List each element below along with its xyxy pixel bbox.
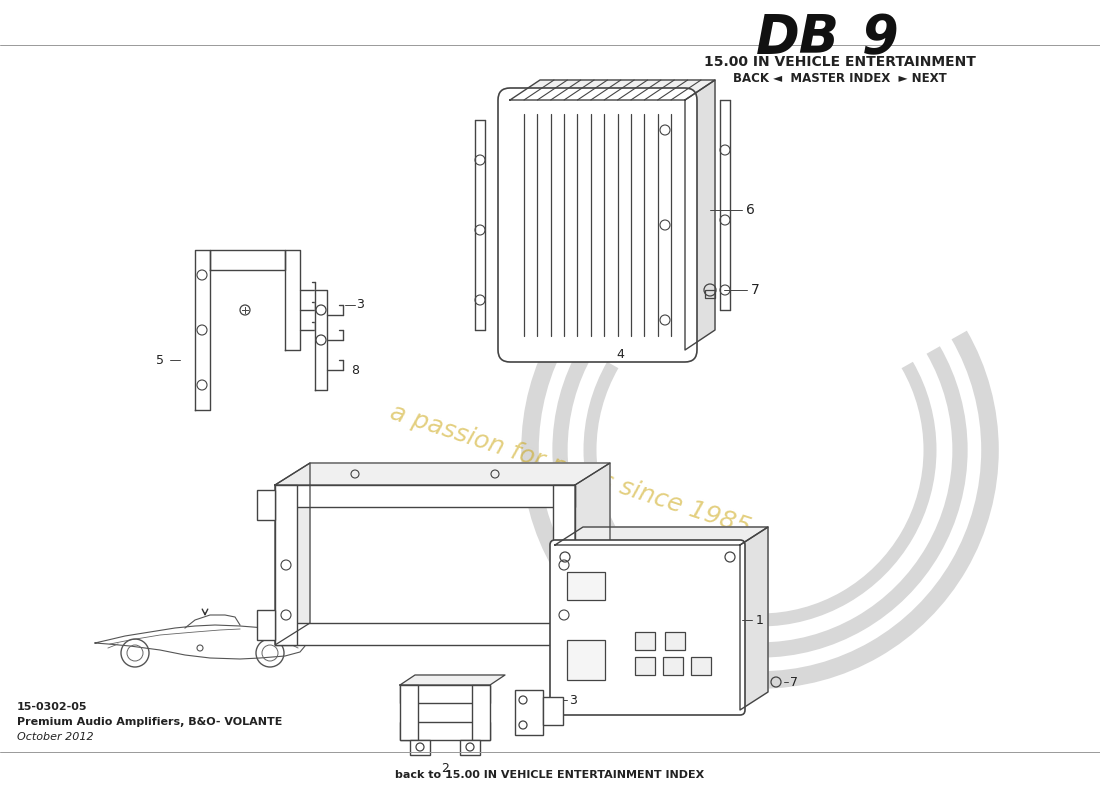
Text: 3: 3 (569, 694, 576, 706)
Polygon shape (275, 463, 610, 485)
Text: 15.00 IN VEHICLE ENTERTAINMENT: 15.00 IN VEHICLE ENTERTAINMENT (704, 55, 976, 69)
Text: back to 15.00 IN VEHICLE ENTERTAINMENT INDEX: back to 15.00 IN VEHICLE ENTERTAINMENT I… (395, 770, 705, 780)
Bar (410, 740, 430, 755)
Bar (666, 632, 685, 650)
Bar (275, 485, 575, 507)
Bar (705, 290, 715, 298)
Bar (566, 572, 605, 600)
Bar (663, 657, 683, 675)
Bar (400, 685, 490, 703)
Text: 15-0302-05: 15-0302-05 (16, 702, 88, 712)
FancyBboxPatch shape (550, 540, 745, 715)
Polygon shape (315, 290, 327, 390)
Polygon shape (556, 527, 768, 545)
Text: 7: 7 (750, 283, 759, 297)
Polygon shape (400, 675, 505, 685)
Polygon shape (575, 463, 611, 645)
Bar (275, 485, 297, 645)
Bar (543, 697, 563, 725)
Text: 8: 8 (351, 363, 359, 377)
Polygon shape (740, 527, 768, 710)
Polygon shape (285, 250, 300, 350)
Text: October 2012: October 2012 (16, 732, 94, 742)
Bar (275, 623, 575, 645)
Bar (691, 657, 711, 675)
Polygon shape (510, 80, 715, 100)
Text: 7: 7 (790, 675, 798, 689)
Text: 5: 5 (156, 354, 164, 366)
Text: 4: 4 (616, 349, 624, 362)
Bar (472, 685, 490, 740)
Bar (635, 632, 654, 650)
Text: a passion for parts since 1985: a passion for parts since 1985 (387, 400, 754, 540)
Text: 6: 6 (746, 203, 755, 217)
Bar (460, 740, 480, 755)
Text: 1: 1 (756, 614, 763, 626)
Text: Premium Audio Amplifiers, B&O- VOLANTE: Premium Audio Amplifiers, B&O- VOLANTE (16, 717, 283, 727)
Text: 2: 2 (441, 762, 449, 774)
Polygon shape (210, 250, 285, 270)
Text: DB: DB (756, 12, 840, 64)
Bar (635, 657, 654, 675)
Polygon shape (95, 625, 305, 659)
Bar (400, 685, 418, 740)
Polygon shape (195, 250, 210, 410)
Bar (515, 690, 543, 735)
Text: 9: 9 (861, 12, 899, 64)
Text: BACK ◄  MASTER INDEX  ► NEXT: BACK ◄ MASTER INDEX ► NEXT (733, 71, 947, 85)
Text: 3: 3 (356, 298, 364, 311)
Bar (400, 722, 490, 740)
Bar (575, 610, 593, 640)
Polygon shape (685, 80, 715, 350)
Polygon shape (275, 463, 310, 645)
FancyBboxPatch shape (498, 88, 697, 362)
Bar (553, 485, 575, 645)
Bar (257, 490, 275, 520)
Bar (257, 610, 275, 640)
Bar (566, 640, 605, 680)
